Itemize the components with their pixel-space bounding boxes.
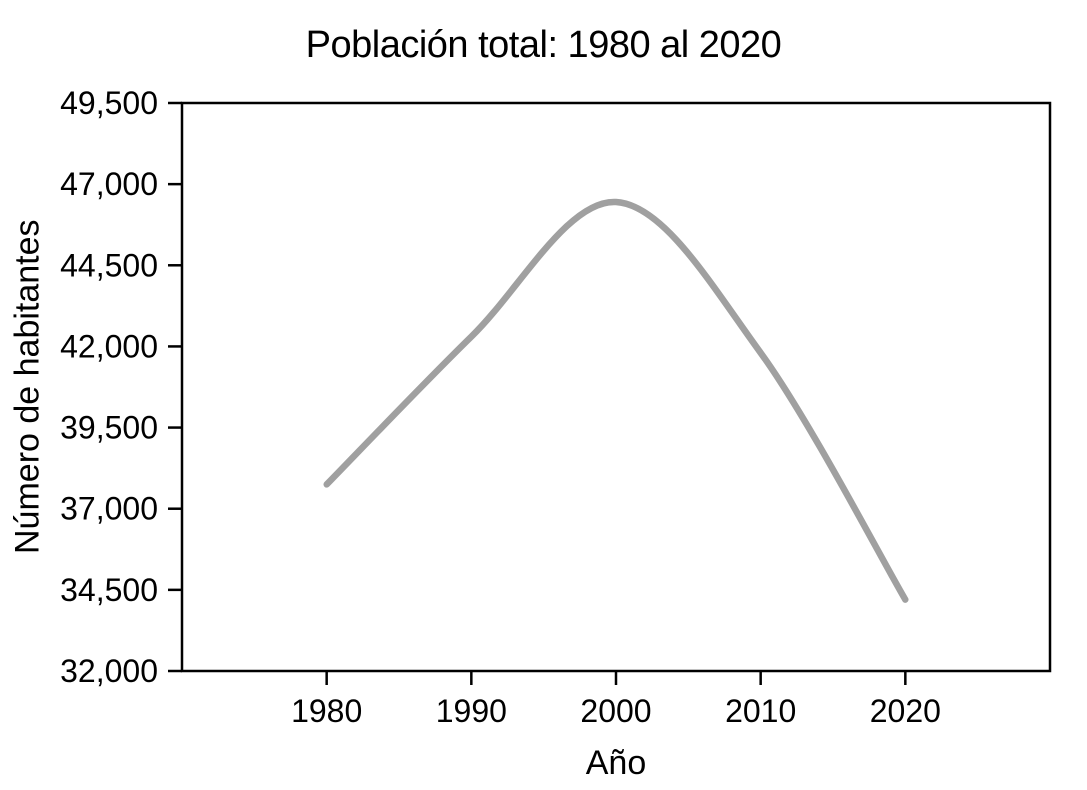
plot-border — [180, 101, 1052, 673]
population-line — [323, 198, 909, 603]
y-tick-label: 44,500 — [60, 247, 158, 283]
y-tick-label: 37,000 — [60, 491, 158, 527]
y-tick-label: 32,000 — [60, 653, 158, 689]
y-tick-label: 42,000 — [60, 328, 158, 364]
y-tick-label: 34,500 — [60, 572, 158, 608]
x-tick-label: 1990 — [436, 693, 507, 729]
chart-title: Población total: 1980 al 2020 — [305, 24, 782, 66]
x-tick-label: 2010 — [725, 693, 796, 729]
y-tick-label: 49,500 — [60, 85, 158, 121]
x-tick-label: 2000 — [580, 693, 651, 729]
y-tick-label: 39,500 — [60, 410, 158, 446]
x-tick-label: 1980 — [291, 693, 362, 729]
x-axis-label: Año — [585, 744, 647, 782]
y-tick-label: 47,000 — [60, 166, 158, 202]
x-tick-label: 2020 — [870, 693, 941, 729]
